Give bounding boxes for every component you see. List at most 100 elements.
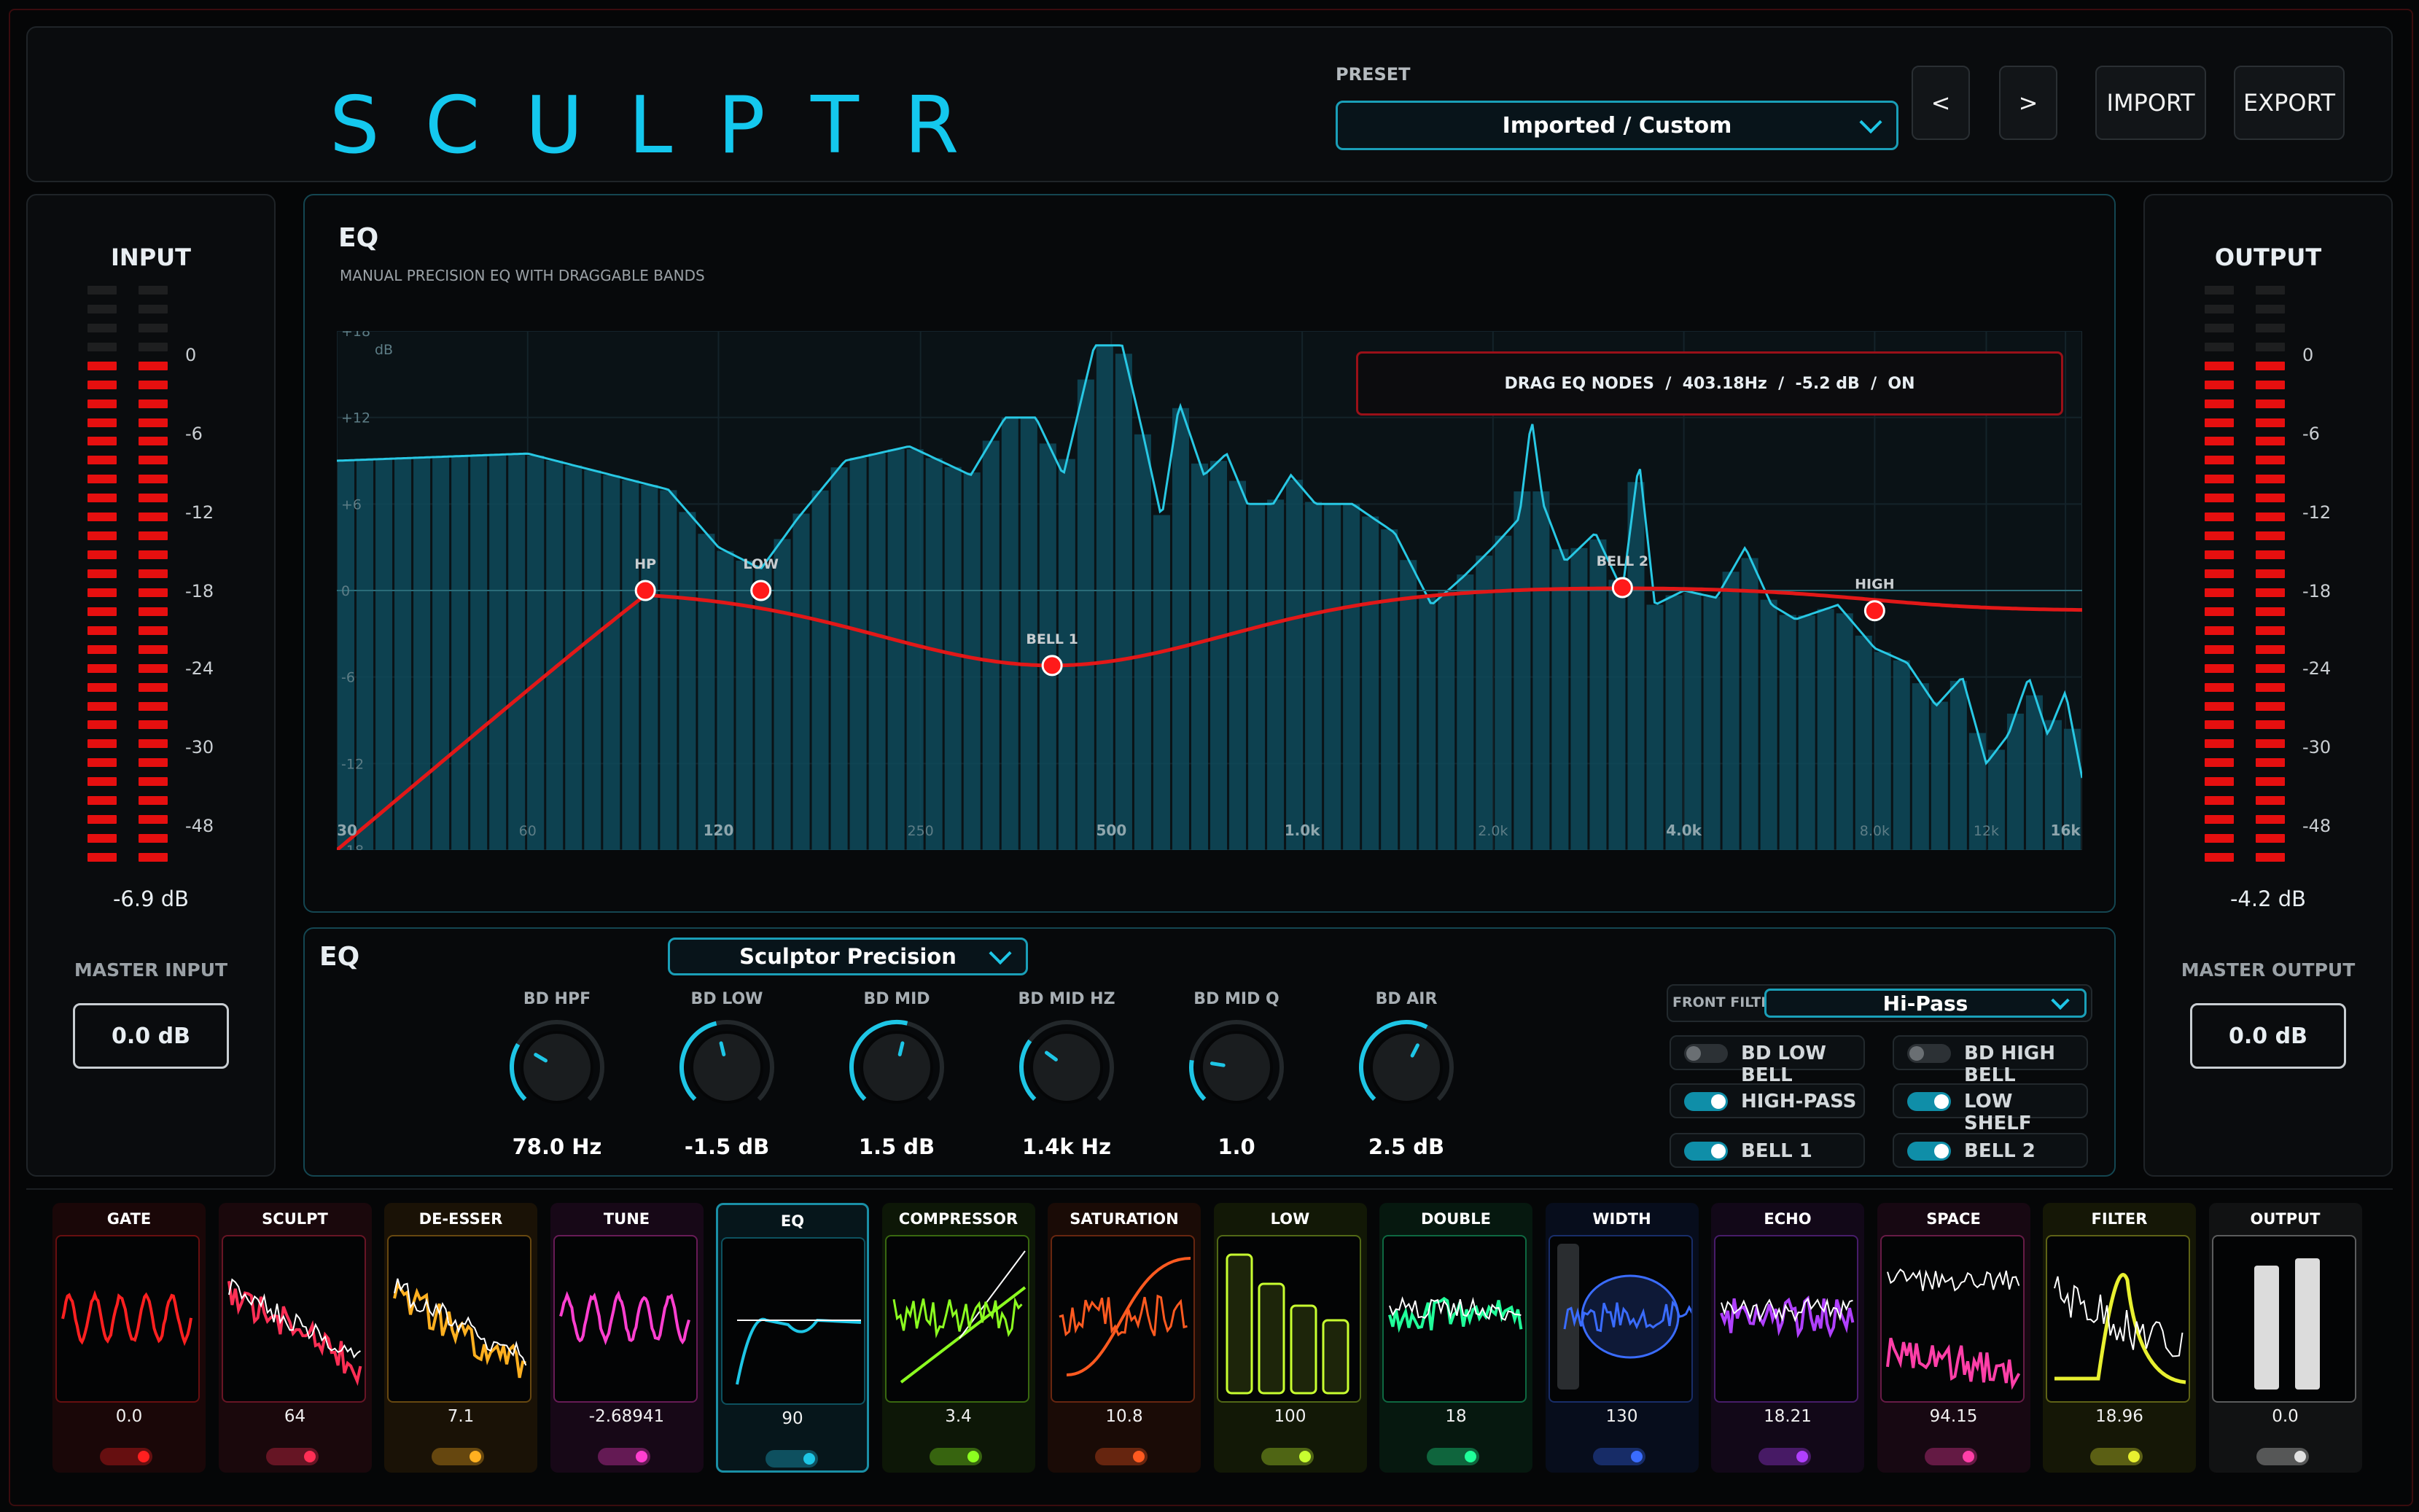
module-double[interactable]: DOUBLE 18	[1379, 1203, 1532, 1473]
knob-bd-mid-q[interactable]	[1185, 1016, 1288, 1118]
knob-bd-low[interactable]	[676, 1016, 778, 1118]
module-power-toggle[interactable]	[1924, 1448, 1977, 1465]
preset-dropdown[interactable]: Imported / Custom	[1336, 101, 1898, 150]
spectrum-bar	[641, 485, 658, 850]
module-power-toggle[interactable]	[1592, 1448, 1645, 1465]
module-visualizer-graphic	[61, 1290, 192, 1347]
preset-next-button[interactable]: >	[1999, 66, 2057, 140]
eq-status-text: DRAG EQ NODES / 403.18Hz / -5.2 dB / ON	[1504, 374, 1915, 393]
eq-graph[interactable]: +18 +12 +6 0 -6 -12 -18 dB 30 60 120 250 500 1.0k 2.0k…	[337, 331, 2082, 850]
module-de-esser[interactable]: DE-ESSER 7.1	[384, 1203, 537, 1473]
preset-prev-button[interactable]: <	[1912, 66, 1970, 140]
eq-node-handle[interactable]	[1863, 600, 1885, 622]
eq-status-box: DRAG EQ NODES / 403.18Hz / -5.2 dB / ON	[1356, 351, 2063, 416]
spectrum-bar	[1912, 683, 1929, 850]
module-saturation[interactable]: SATURATION 10.8	[1048, 1203, 1201, 1473]
meter-segment	[2256, 607, 2285, 616]
toggle-bell-1[interactable]: BELL 1	[1670, 1133, 1865, 1168]
spectrum-bar	[1020, 417, 1037, 850]
module-power-toggle[interactable]	[929, 1448, 982, 1465]
eq-node-handle[interactable]	[750, 580, 772, 601]
eq-node-handle[interactable]	[634, 580, 656, 601]
module-title: ECHO	[1764, 1210, 1812, 1228]
toggle-switch[interactable]	[1907, 1142, 1951, 1161]
toggle-bell-2[interactable]: BELL 2	[1893, 1133, 2088, 1168]
toggle-switch[interactable]	[1907, 1044, 1951, 1063]
module-power-toggle[interactable]	[1427, 1448, 1479, 1465]
header-bar	[26, 26, 2393, 182]
module-width[interactable]: WIDTH 130	[1545, 1203, 1699, 1473]
eq-node-handle[interactable]	[1611, 577, 1633, 599]
knob-pointer	[897, 1041, 905, 1056]
module-power-toggle[interactable]	[2090, 1448, 2143, 1465]
spectrum-bar	[432, 456, 450, 850]
module-compressor[interactable]: COMPRESSOR 3.4	[881, 1203, 1035, 1473]
module-power-toggle[interactable]	[2256, 1448, 2309, 1465]
knob-bd-hpf[interactable]	[506, 1016, 608, 1118]
knob-bd-mid-hz[interactable]	[1016, 1016, 1118, 1118]
eq-node-handle[interactable]	[1041, 655, 1063, 677]
meter-segment	[2205, 513, 2234, 522]
toggle-high-pass[interactable]: HIGH-PASS	[1670, 1083, 1865, 1118]
meter-segment	[2205, 815, 2234, 825]
module-low[interactable]: LOW 100	[1213, 1203, 1367, 1473]
knob-pointer	[719, 1041, 726, 1056]
eq-mode-dropdown[interactable]: Sculptor Precision	[668, 938, 1028, 975]
toggle-bd-low-bell[interactable]: BD LOW BELL	[1670, 1035, 1865, 1086]
module-output[interactable]: OUTPUT 0.0	[2208, 1203, 2362, 1473]
master-input-field[interactable]: 0.0 dB	[73, 1003, 229, 1069]
export-button[interactable]: EXPORT	[2234, 66, 2345, 140]
module-power-toggle[interactable]	[1758, 1448, 1811, 1465]
module-title: WIDTH	[1592, 1210, 1651, 1228]
module-sculpt[interactable]: SCULPT 64	[218, 1203, 372, 1473]
module-tune[interactable]: TUNE -2.68941	[550, 1203, 704, 1473]
import-button[interactable]: IMPORT	[2095, 66, 2206, 140]
toggle-switch[interactable]	[1907, 1092, 1951, 1111]
freq-axis-label: 120	[704, 822, 734, 839]
output-meter: 0 -6 -12 -18 -24 -30 -48	[2205, 286, 2350, 862]
module-echo[interactable]: ECHO 18.21	[1711, 1203, 1864, 1473]
toggle-switch[interactable]	[1684, 1142, 1728, 1161]
spectrum-bar	[1741, 558, 1758, 850]
module-power-indicator	[2128, 1451, 2140, 1462]
meter-segment	[87, 513, 117, 522]
toggle-switch[interactable]	[1684, 1092, 1728, 1111]
master-output-field[interactable]: 0.0 dB	[2190, 1003, 2346, 1069]
module-power-toggle[interactable]	[1095, 1448, 1148, 1465]
module-eq[interactable]: EQ 90	[716, 1203, 869, 1473]
knob-value-arc	[849, 1020, 908, 1101]
knob-body	[521, 1031, 593, 1104]
eq-node-low[interactable]: LOW	[743, 556, 779, 601]
module-power-toggle[interactable]	[1261, 1448, 1314, 1465]
meter-segment	[87, 815, 117, 825]
spectrum-bar	[1115, 354, 1132, 850]
toggle-low-shelf[interactable]: LOW SHELF	[1893, 1083, 2088, 1134]
spectrum-bar	[1134, 434, 1151, 850]
knob-bd-mid[interactable]	[846, 1016, 948, 1118]
spectrum-bar	[603, 475, 620, 850]
knob-bd-air[interactable]	[1355, 1016, 1457, 1118]
spectrum-bar	[1438, 591, 1455, 850]
module-space[interactable]: SPACE 94.15	[1877, 1203, 2030, 1473]
toggle-switch[interactable]	[1684, 1044, 1728, 1063]
eq-node-hp[interactable]: HP	[634, 556, 656, 601]
module-visualizer	[1880, 1235, 2025, 1403]
meter-segment	[87, 607, 117, 616]
module-power-toggle[interactable]	[432, 1448, 484, 1465]
eq-node-bell-1[interactable]: BELL 1	[1026, 631, 1078, 677]
module-power-toggle[interactable]	[597, 1448, 650, 1465]
spectrum-bar	[1096, 345, 1113, 850]
master-output-label: MASTER OUTPUT	[2181, 959, 2356, 981]
toggle-bd-high-bell[interactable]: BD HIGH BELL	[1893, 1035, 2088, 1086]
module-power-toggle[interactable]	[265, 1448, 319, 1465]
eq-node-high[interactable]: HIGH	[1855, 577, 1895, 622]
module-power-toggle[interactable]	[100, 1448, 152, 1465]
module-filter[interactable]: FILTER 18.96	[2043, 1203, 2196, 1473]
meter-scale-label: -24	[185, 658, 214, 679]
front-filter-dropdown[interactable]: Hi-Pass	[1764, 989, 2087, 1018]
eq-node-bell-2[interactable]: BELL 2	[1597, 553, 1649, 599]
meter-segment	[2256, 361, 2285, 370]
chevron-down-icon	[2051, 991, 2070, 1010]
module-gate[interactable]: GATE 0.0	[52, 1203, 206, 1473]
module-power-toggle[interactable]	[766, 1450, 818, 1468]
